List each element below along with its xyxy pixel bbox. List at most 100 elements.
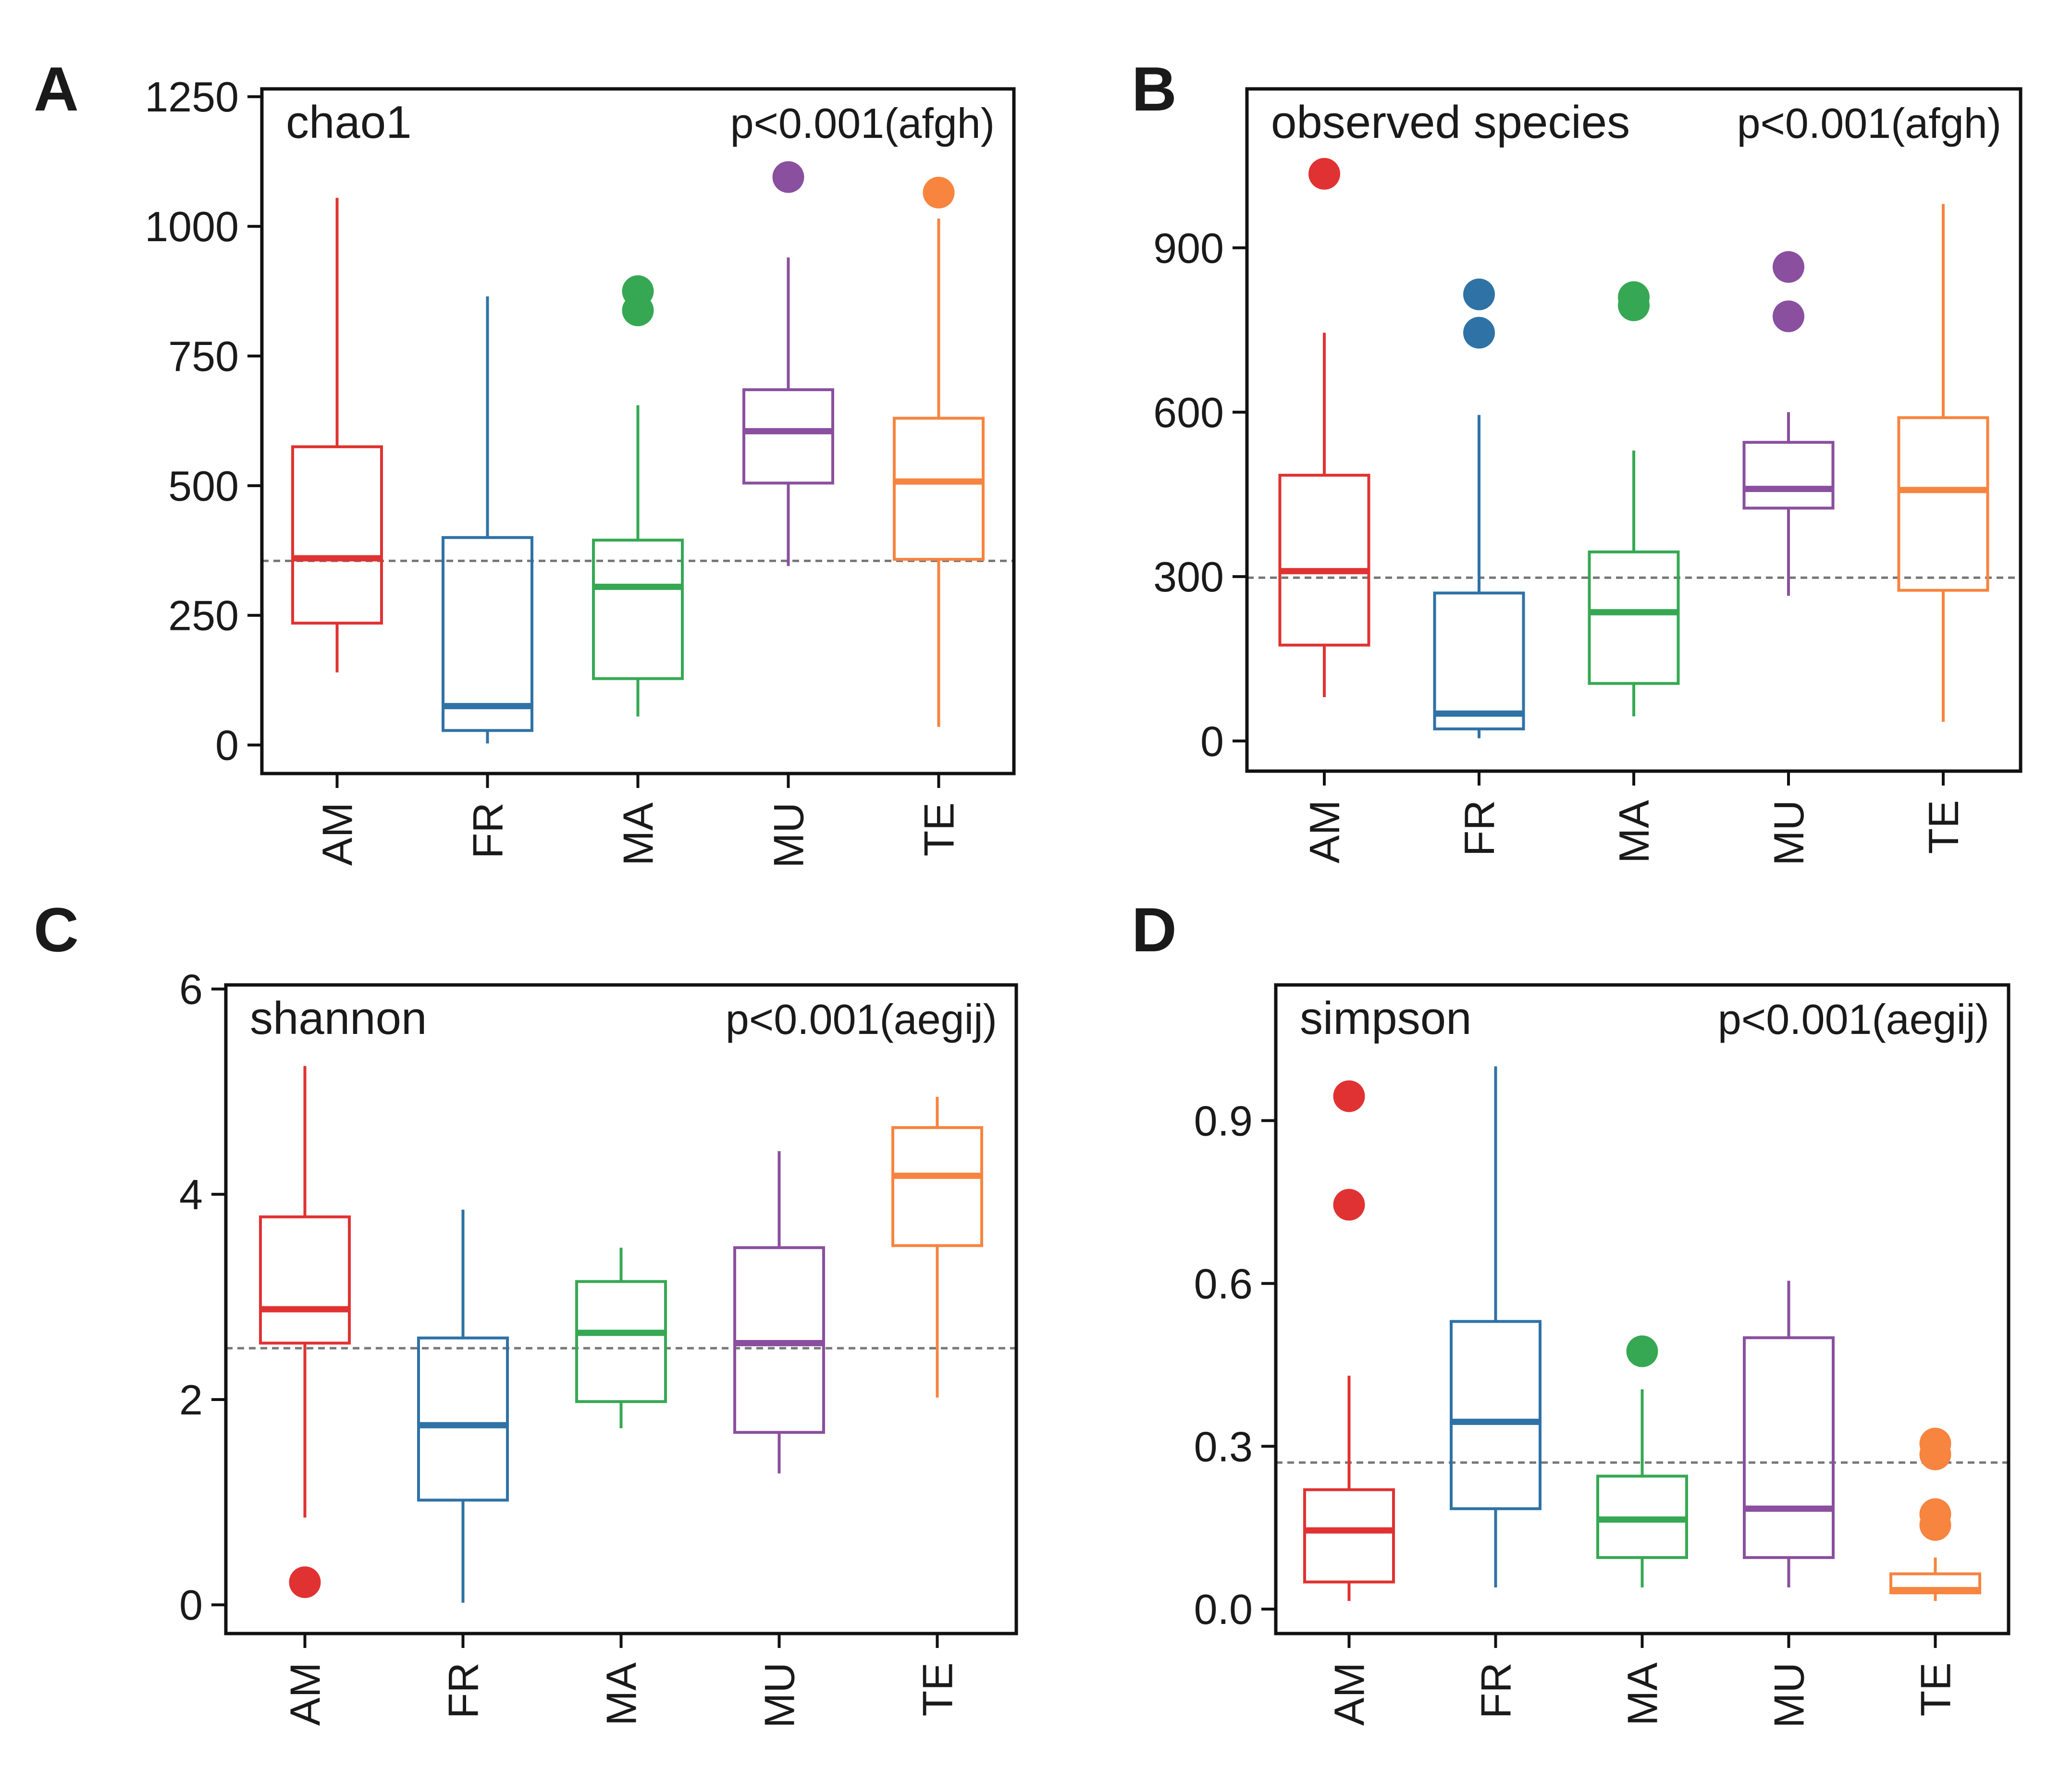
panel-a-box-te [893, 176, 985, 727]
panel-c-box-te [891, 1096, 983, 1398]
iqr-box [1897, 416, 1989, 592]
panel-a-xtick-label-am: AM [314, 802, 361, 866]
panel-c-ytick-label: 2 [179, 1376, 203, 1424]
panel-c-ytick-label: 4 [179, 1171, 203, 1218]
panel-a-xtick-label-mu: MU [765, 802, 813, 868]
panel-c-xtick-label-fr: FR [440, 1662, 487, 1719]
panel-a-box-fr [442, 296, 533, 744]
outlier-point [1333, 1080, 1365, 1112]
panel-d-ytick-label: 0.9 [1194, 1097, 1253, 1144]
panel-b-xtick-label-te: TE [1920, 800, 1967, 854]
panel-d-ytick-label: 0.0 [1194, 1585, 1253, 1633]
panel-c-xtick-label-ma: MA [598, 1662, 645, 1726]
outlier-point [772, 161, 804, 193]
outlier-point [1463, 278, 1495, 310]
panel-d-metric-title: simpson [1300, 993, 1471, 1044]
panel-a-ytick-label: 1000 [145, 203, 239, 250]
panel-a-ytick-label: 1250 [145, 73, 239, 121]
panel-b-xtick-label-fr: FR [1455, 800, 1503, 856]
panel-c-xtick-label-te: TE [914, 1662, 962, 1716]
panel-d-ytick-label: 0.6 [1194, 1260, 1253, 1307]
outlier-point [923, 176, 955, 209]
panel-d-xtick-label-am: AM [1326, 1662, 1373, 1726]
iqr-box [893, 417, 985, 561]
panel-b-xtick-label-mu: MU [1765, 800, 1813, 866]
outlier-point [1308, 158, 1340, 190]
panel-b-xtick-label-am: AM [1301, 800, 1348, 863]
outlier-point [1919, 1427, 1951, 1460]
panel-b-ytick-label: 600 [1153, 389, 1224, 436]
panel-c-pvalue: p<0.001(aegij) [726, 995, 997, 1043]
panel-b-xtick-label-ma: MA [1610, 800, 1658, 863]
panel-a-metric-title: chao1 [286, 97, 412, 148]
panel-b-letter: B [1132, 54, 1177, 124]
panel-a-pvalue: p<0.001(afgh) [730, 99, 995, 147]
panel-a-ytick-label: 750 [168, 332, 239, 380]
iqr-box [742, 388, 834, 485]
panel-a-xtick-label-ma: MA [615, 802, 662, 866]
outlier-point [1773, 251, 1804, 283]
iqr-box [291, 445, 383, 625]
panel-c-ytick-label: 0 [179, 1581, 203, 1629]
panel-d-letter: D [1132, 895, 1177, 965]
panel-b-box-te [1897, 204, 1989, 722]
panel-c-box-fr [417, 1209, 509, 1603]
panel-b-box-mu [1742, 251, 1835, 596]
panel-a-ytick-label: 250 [168, 592, 239, 639]
panel-c-box-ma [575, 1247, 667, 1428]
outlier-point [1463, 317, 1495, 349]
panel-b-metric-title: observed species [1271, 97, 1630, 148]
panel-d-pvalue: p<0.001(aegij) [1718, 995, 1989, 1043]
iqr-box [259, 1215, 351, 1345]
panel-c-letter: C [34, 895, 79, 965]
panel-c-box-mu [733, 1151, 825, 1474]
panel-b-ytick-label: 900 [1153, 224, 1224, 272]
panel-c-ytick-label: 6 [179, 966, 203, 1013]
panel-a-letter: A [34, 54, 79, 124]
outlier-point [622, 275, 654, 307]
panel-d-box-te [1889, 1427, 1981, 1601]
panel-a-ytick-label: 0 [215, 722, 239, 769]
panel-c-xtick-label-mu: MU [756, 1662, 803, 1728]
panel-b-ytick-label: 300 [1153, 553, 1224, 601]
panel-d-xtick-label-mu: MU [1765, 1662, 1813, 1728]
iqr-box [1433, 591, 1525, 731]
panel-b-box-am [1278, 158, 1370, 698]
outlier-point [289, 1566, 321, 1598]
panel-a-box-am [291, 197, 383, 673]
iqr-box [1450, 1320, 1542, 1511]
panel-d-simpson: D 0.0 0.3 0.6 0.9 AM FR MA MU TE simpson p<0.001(ae… [1132, 895, 2010, 1728]
iqr-box [1588, 550, 1680, 685]
panel-c-metric-title: shannon [250, 993, 427, 1044]
panel-a-chao1: A 0 250 500 750 1000 1250 AM FR MA MU TE chao1 p<0.00… [34, 54, 1016, 868]
panel-d-box-mu [1743, 1280, 1835, 1587]
panel-d-xtick-label-fr: FR [1472, 1662, 1520, 1719]
panel-b-ytick-label: 0 [1200, 717, 1224, 765]
iqr-box [1743, 1336, 1835, 1559]
panel-a-xtick-label-fr: FR [464, 802, 512, 859]
iqr-box [417, 1336, 509, 1502]
iqr-box [442, 536, 533, 732]
panel-b-box-fr [1433, 278, 1525, 738]
panel-c-box-am [259, 1066, 351, 1598]
panel-a-xtick-label-te: TE [915, 802, 963, 856]
panel-a-ytick-label: 500 [168, 462, 239, 510]
panel-c-xtick-label-am: AM [282, 1662, 329, 1726]
iqr-box [1278, 474, 1370, 647]
outlier-point [1333, 1189, 1365, 1221]
iqr-box [891, 1126, 983, 1247]
panel-b-pvalue: p<0.001(afgh) [1737, 99, 2001, 147]
panel-d-box-ma [1596, 1335, 1688, 1587]
panel-d-box-fr [1450, 1066, 1542, 1587]
panel-d-ytick-label: 0.3 [1194, 1423, 1253, 1470]
panel-b-box-ma [1588, 281, 1680, 716]
panel-a-box-mu [742, 161, 834, 566]
iqr-box [575, 1280, 667, 1403]
outlier-point [1919, 1498, 1951, 1530]
panel-b-observed-species: B 0 300 600 900 AM FR MA MU TE observed species p<0… [1132, 54, 2023, 866]
panel-a-box-ma [592, 275, 684, 717]
panel-d-xtick-label-te: TE [1912, 1662, 1960, 1716]
outlier-point [1773, 300, 1804, 332]
